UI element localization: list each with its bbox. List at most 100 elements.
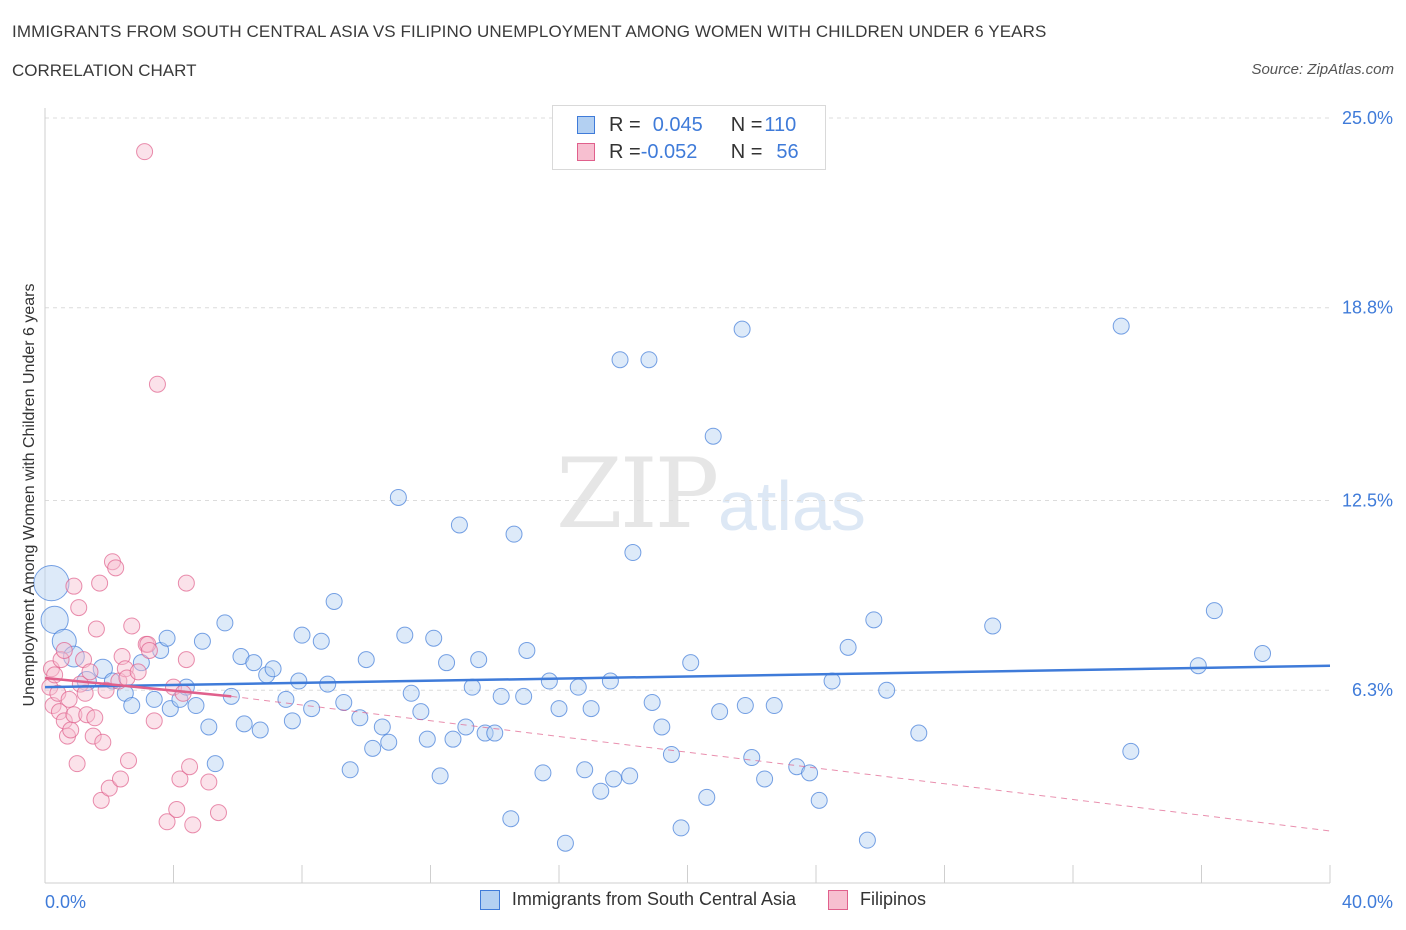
immigrants-point xyxy=(492,687,510,705)
filipinos-point xyxy=(139,635,157,653)
immigrants-point xyxy=(605,770,623,788)
filipinos-trend-extension xyxy=(231,695,1331,832)
immigrants-point xyxy=(312,632,330,650)
immigrants-point xyxy=(463,678,481,696)
immigrants-point xyxy=(711,703,729,721)
filipinos-point xyxy=(62,721,80,739)
filipinos-point xyxy=(107,559,125,577)
filipinos-point xyxy=(65,706,83,724)
immigrants-point xyxy=(335,693,353,711)
immigrants-point xyxy=(216,614,234,632)
immigrants-point xyxy=(801,764,819,782)
legend-r-label: R = xyxy=(609,113,641,136)
x-tick-label: 40.0% xyxy=(1342,892,1393,912)
chart-subtitle: CORRELATION CHART xyxy=(12,61,197,80)
filipinos-point xyxy=(200,773,218,791)
legend-swatch-blue xyxy=(479,889,500,910)
source-label: Source: ZipAtlas.com xyxy=(1251,61,1394,78)
immigrants-point xyxy=(438,654,456,672)
immigrants-point xyxy=(865,611,883,629)
immigrants-point xyxy=(698,788,716,806)
immigrants-point xyxy=(643,693,661,711)
filipinos-point xyxy=(184,816,202,834)
immigrants-point xyxy=(672,819,690,837)
immigrants-point xyxy=(518,641,536,659)
immigrants-point xyxy=(534,764,552,782)
immigrants-point xyxy=(402,684,420,702)
filipinos-point xyxy=(87,620,105,638)
stats-legend: R = 0.045 N = 110 R = -0.052 N = 56 xyxy=(552,105,826,170)
filipinos-point xyxy=(92,791,110,809)
immigrants-trend-line xyxy=(44,664,1331,689)
immigrants-point xyxy=(621,767,639,785)
immigrants-point xyxy=(431,767,449,785)
legend-swatch-blue xyxy=(577,116,595,134)
immigrants-point xyxy=(132,654,150,672)
chart-title: IMMIGRANTS FROM SOUTH CENTRAL ASIA VS FI… xyxy=(12,22,1047,41)
immigrants-point xyxy=(733,320,751,338)
legend-item-filipinos: Filipinos xyxy=(828,889,926,910)
legend-n-value: 110 xyxy=(764,113,797,136)
immigrants-point xyxy=(476,724,494,742)
immigrants-point xyxy=(624,544,642,562)
filipinos-point xyxy=(148,375,166,393)
legend-n-value: 56 xyxy=(776,140,799,163)
immigrants-point xyxy=(357,651,375,669)
filipinos-point xyxy=(50,703,68,721)
immigrants-point xyxy=(200,718,218,736)
legend-r-label: R = xyxy=(609,140,641,163)
immigrants-point xyxy=(601,672,619,690)
immigrants-point xyxy=(470,651,488,669)
immigrants-point xyxy=(158,629,176,647)
immigrants-point xyxy=(457,718,475,736)
immigrants-point xyxy=(640,351,658,369)
immigrants-point xyxy=(910,724,928,742)
immigrants-point xyxy=(1205,602,1223,620)
immigrants-point xyxy=(245,654,263,672)
immigrants-point xyxy=(502,810,520,828)
immigrants-point xyxy=(33,565,70,602)
immigrants-point xyxy=(756,770,774,788)
immigrants-point xyxy=(984,617,1002,635)
immigrants-point xyxy=(682,654,700,672)
filipinos-point xyxy=(84,727,102,745)
immigrants-point xyxy=(569,678,587,696)
immigrants-point xyxy=(839,638,857,656)
filipinos-point xyxy=(70,599,88,617)
legend-swatch-pink xyxy=(828,889,849,910)
immigrants-point xyxy=(592,782,610,800)
immigrants-point xyxy=(515,687,533,705)
immigrants-point xyxy=(277,690,295,708)
immigrants-point xyxy=(450,516,468,534)
legend-label-filipinos: Filipinos xyxy=(860,889,927,909)
immigrants-point xyxy=(858,831,876,849)
immigrants-point xyxy=(556,834,574,852)
immigrants-point xyxy=(582,700,600,718)
legend-swatch-pink xyxy=(577,143,595,161)
immigrants-point xyxy=(810,791,828,809)
filipinos-point xyxy=(86,709,104,727)
immigrants-point xyxy=(1189,657,1207,675)
filipinos-point xyxy=(177,574,195,592)
immigrants-point xyxy=(1112,317,1130,335)
filipinos-point xyxy=(123,617,141,635)
filipinos-point xyxy=(181,758,199,776)
immigrants-point xyxy=(319,675,337,693)
immigrants-point xyxy=(235,715,253,733)
watermark-zip: ZIP xyxy=(556,438,719,550)
legend-r-value: 0.045 xyxy=(652,113,703,136)
immigrants-point xyxy=(743,749,761,767)
immigrants-point xyxy=(662,745,680,763)
immigrants-point xyxy=(145,690,163,708)
immigrants-point xyxy=(765,697,783,715)
filipinos-point xyxy=(55,641,73,659)
immigrants-point xyxy=(283,712,301,730)
filipinos-point xyxy=(81,663,99,681)
legend-label-immigrants: Immigrants from South Central Asia xyxy=(511,889,797,909)
filipinos-point xyxy=(52,651,70,669)
immigrants-point xyxy=(380,733,398,751)
y-tick-label: 18.8% xyxy=(1342,298,1393,318)
filipinos-point xyxy=(129,663,147,681)
filipinos-point xyxy=(136,143,154,161)
